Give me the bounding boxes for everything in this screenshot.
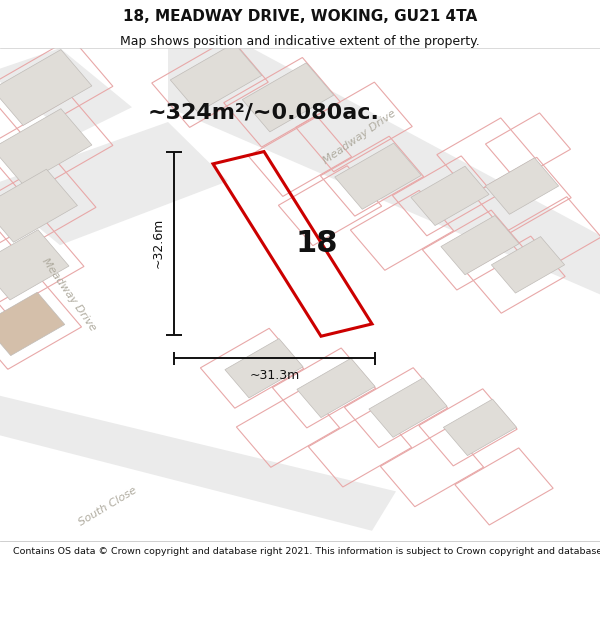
Polygon shape bbox=[485, 158, 559, 214]
Text: Meadway Drive: Meadway Drive bbox=[322, 108, 398, 166]
Polygon shape bbox=[0, 169, 77, 242]
Polygon shape bbox=[443, 399, 517, 456]
Text: Meadway Drive: Meadway Drive bbox=[40, 256, 98, 332]
Polygon shape bbox=[225, 339, 303, 398]
Text: Map shows position and indicative extent of the property.: Map shows position and indicative extent… bbox=[120, 34, 480, 48]
Polygon shape bbox=[335, 143, 421, 209]
Polygon shape bbox=[0, 230, 69, 300]
Text: ~31.3m: ~31.3m bbox=[250, 369, 299, 382]
Polygon shape bbox=[0, 122, 228, 245]
Polygon shape bbox=[242, 63, 334, 132]
Polygon shape bbox=[168, 48, 600, 294]
Polygon shape bbox=[441, 216, 519, 275]
Text: Contains OS data © Crown copyright and database right 2021. This information is : Contains OS data © Crown copyright and d… bbox=[13, 546, 600, 556]
Polygon shape bbox=[491, 237, 565, 293]
Polygon shape bbox=[0, 48, 132, 137]
Text: 18: 18 bbox=[295, 229, 338, 258]
Polygon shape bbox=[369, 378, 447, 438]
Polygon shape bbox=[0, 292, 65, 356]
Text: ~324m²/~0.080ac.: ~324m²/~0.080ac. bbox=[148, 102, 380, 122]
Text: 18, MEADWAY DRIVE, WOKING, GU21 4TA: 18, MEADWAY DRIVE, WOKING, GU21 4TA bbox=[123, 9, 477, 24]
Polygon shape bbox=[0, 109, 92, 184]
Polygon shape bbox=[0, 393, 396, 531]
Polygon shape bbox=[0, 49, 92, 126]
Polygon shape bbox=[411, 166, 489, 226]
Text: South Close: South Close bbox=[77, 485, 139, 528]
Text: ~32.6m: ~32.6m bbox=[151, 218, 164, 268]
Polygon shape bbox=[297, 358, 375, 418]
Polygon shape bbox=[170, 43, 262, 112]
